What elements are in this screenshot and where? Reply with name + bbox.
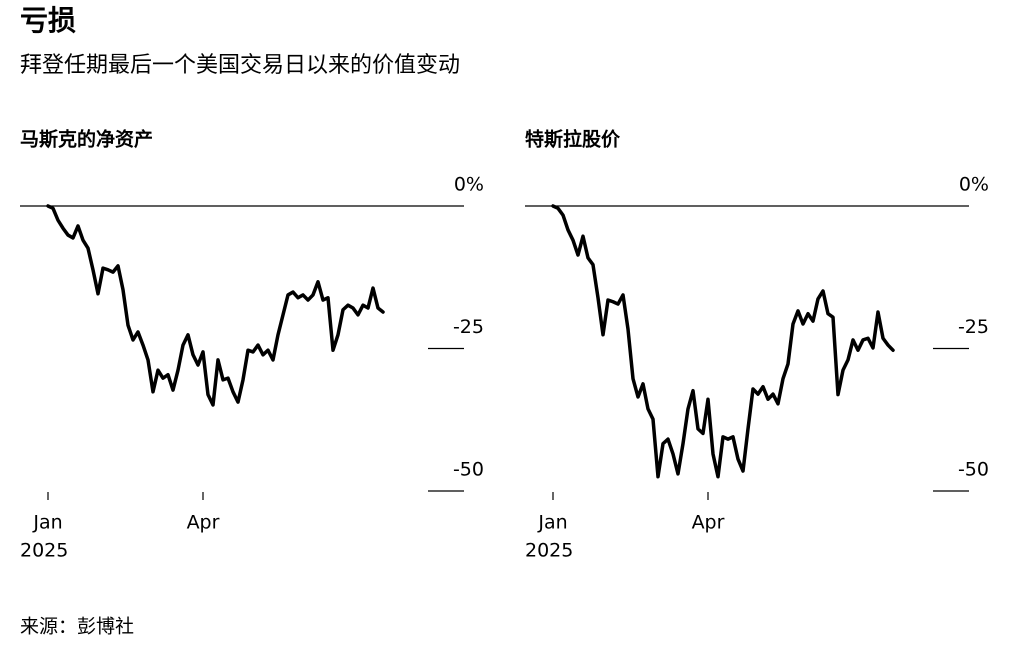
x-sublabel: 2025 — [525, 540, 573, 562]
subtitle: 拜登任期最后一个美国交易日以来的价值变动 — [20, 53, 460, 78]
data-line — [46, 204, 385, 407]
y-tick-label: -50 — [958, 459, 989, 481]
x-sublabel: 2025 — [20, 540, 68, 562]
x-tick-label: Jan — [32, 512, 62, 534]
y-tick-label: 0% — [454, 174, 484, 196]
y-tick-label: -25 — [958, 316, 989, 338]
x-tick-label: Jan — [537, 512, 567, 534]
y-tick-label: 0% — [959, 174, 989, 196]
x-tick-label: Apr — [187, 512, 220, 534]
panel-title: 特斯拉股价 — [525, 128, 621, 151]
data-line — [551, 204, 895, 479]
title: 亏损 — [20, 4, 76, 37]
source: 来源：彭博社 — [20, 616, 134, 638]
x-tick-label: Apr — [692, 512, 725, 534]
y-tick-label: -50 — [453, 459, 484, 481]
panel-title: 马斯克的净资产 — [20, 128, 153, 151]
y-tick-label: -25 — [453, 316, 484, 338]
